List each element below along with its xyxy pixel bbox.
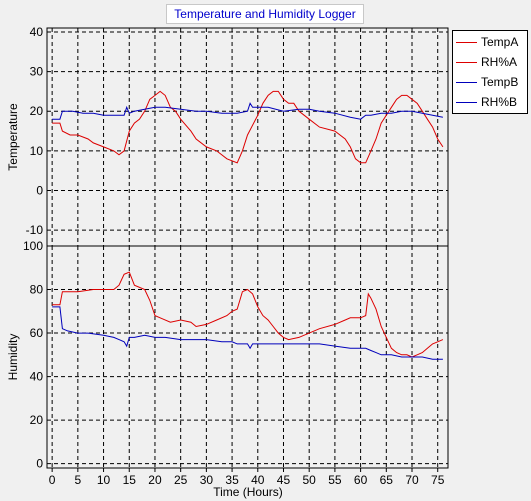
legend-label-rha: RH%A	[481, 55, 518, 69]
x-tick-label: 10	[97, 473, 111, 487]
x-tick-label: 0	[49, 473, 56, 487]
x-tick-label: 35	[225, 473, 239, 487]
series-line-rhb	[52, 306, 443, 360]
legend-swatch-tempb	[456, 82, 477, 83]
humidity-panel: 100 80 60 40 20 00 5 10 15 20 25 30 35 40 45 50 55 60 65 70…	[6, 239, 449, 487]
hum-y-tick-label: 100	[23, 239, 43, 253]
legend-item-tempb: TempB	[453, 73, 527, 93]
hum-y-axis-label: Humidity	[6, 334, 20, 381]
legend-label-tempa: TempA	[481, 35, 519, 49]
hum-plot-border	[46, 245, 449, 469]
temp-y-tick-label: -10	[26, 223, 44, 237]
x-tick-label: 70	[405, 473, 419, 487]
hum-y-tick-label: 60	[30, 326, 44, 340]
temp-y-axis-label: Temperature	[6, 103, 20, 171]
x-tick-label: 30	[200, 473, 214, 487]
temp-y-tick-label: 30	[30, 65, 44, 79]
temp-y-tick-label: 20	[30, 104, 44, 118]
x-tick-label: 75	[431, 473, 445, 487]
x-tick-label: 5	[75, 473, 82, 487]
hum-y-tick-label: 40	[30, 370, 44, 384]
series-line-tempa	[52, 90, 444, 164]
temp-y-tick-label: 40	[30, 25, 44, 39]
x-tick-label: 15	[123, 473, 137, 487]
temp-y-tick-label: 10	[30, 144, 44, 158]
x-tick-label: 65	[380, 473, 394, 487]
x-tick-label: 50	[303, 473, 317, 487]
x-tick-label: 45	[277, 473, 291, 487]
series-line-rha	[52, 271, 444, 358]
x-axis-label: Time (Hours)	[213, 485, 283, 499]
legend-item-tempa: TempA	[453, 33, 527, 53]
hum-y-tick-label: 0	[36, 457, 43, 471]
legend-label-tempb: TempB	[481, 75, 519, 89]
legend-swatch-rhb	[456, 102, 477, 103]
temp-plot-area	[47, 28, 448, 246]
x-tick-label: 60	[354, 473, 368, 487]
legend-swatch-rha	[456, 62, 477, 63]
x-tick-label: 25	[174, 473, 188, 487]
legend-swatch-tempa	[456, 42, 477, 43]
legend-item-rha: RH%A	[453, 53, 527, 73]
x-tick-label: 20	[148, 473, 162, 487]
x-tick-label: 40	[251, 473, 265, 487]
legend-label-rhb: RH%B	[481, 95, 518, 109]
hum-y-tick-label: 20	[30, 413, 44, 427]
hum-y-tick-label: 80	[30, 283, 44, 297]
x-tick-label: 55	[328, 473, 342, 487]
temp-y-tick-label: 0	[36, 184, 43, 198]
legend-item-rhb: RH%B	[453, 93, 527, 113]
series-line-tempb	[52, 102, 443, 120]
legend: TempA RH%A TempB RH%B	[452, 30, 528, 114]
chart-title: Temperature and Humidity Logger	[166, 4, 364, 24]
temperature-panel: 40 30 20 10 0 -10 Temperature	[6, 25, 449, 247]
hum-plot-area	[47, 246, 448, 468]
